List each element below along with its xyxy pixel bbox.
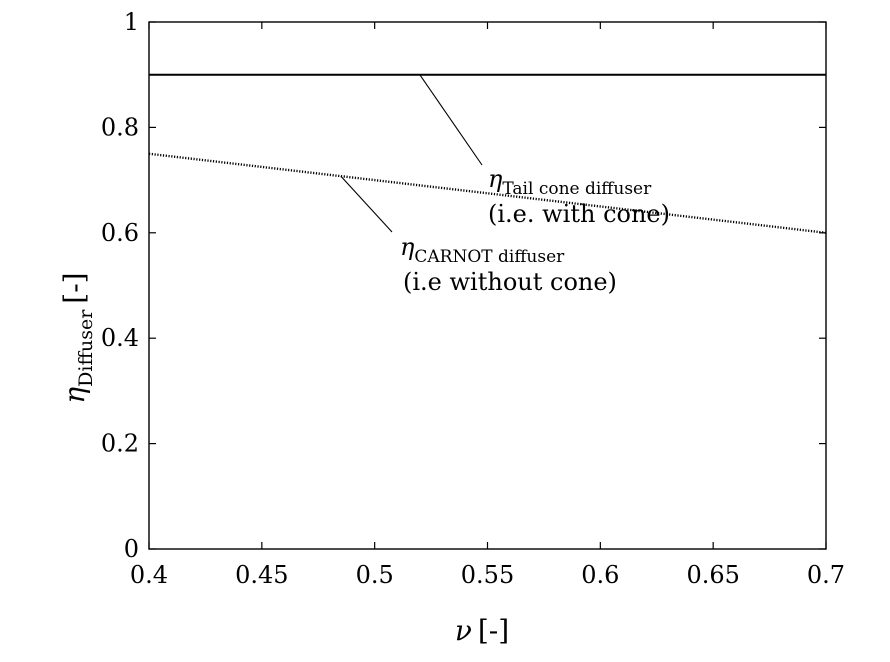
annotation-leader-carnot xyxy=(340,175,393,233)
annotation-carnot-label: ηCARNOT diffuser xyxy=(400,233,565,267)
annotation-leader-tail-cone xyxy=(419,74,483,166)
annotation-carnot-note: (i.e without cone) xyxy=(403,268,617,296)
series-layer xyxy=(148,73,827,234)
y-tick-label: 0.2 xyxy=(101,430,139,458)
y-tick-label: 0.8 xyxy=(101,113,139,141)
y-tick-label: 1 xyxy=(124,8,139,36)
y-tick-label: 0.4 xyxy=(101,324,139,352)
y-axis-label: ηDiffuser[-] xyxy=(58,272,97,403)
x-tick-label: 0.4 xyxy=(130,561,168,589)
x-tick-label: 0.65 xyxy=(686,561,739,589)
y-tick-label: 0 xyxy=(124,535,139,563)
x-tick-label: 0.45 xyxy=(235,561,288,589)
annotation-tail-cone-label: ηTail cone diffuser xyxy=(488,165,652,199)
annotation-layer xyxy=(340,74,483,233)
x-tick-label: 0.7 xyxy=(807,561,845,589)
x-tick-label: 0.5 xyxy=(356,561,394,589)
x-axis-label: ν [-] xyxy=(455,614,509,647)
y-tick-label: 0.6 xyxy=(101,219,139,247)
tick-layer: 0.4 0.45 0.5 0.55 0.6 0.65 0.7 0 0.2 0.4 0.6 0.8 1 xyxy=(101,8,845,589)
x-tick-label: 0.6 xyxy=(581,561,619,589)
annotation-tail-cone-note: (i.e. with cone) xyxy=(488,200,670,228)
x-tick-label: 0.55 xyxy=(461,561,514,589)
